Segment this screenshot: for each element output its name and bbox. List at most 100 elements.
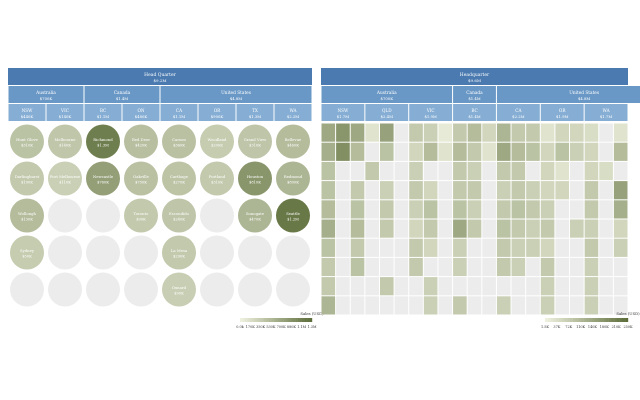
region-header: [453, 104, 496, 121]
legend-swatch: [594, 318, 598, 322]
region-name: WA: [603, 108, 611, 113]
empty-cell: [379, 296, 394, 315]
bubble-label: Escondido: [169, 211, 190, 216]
legend-tick: 530K: [266, 325, 275, 329]
heat-cell: [409, 200, 423, 219]
legend-tick: 72K: [565, 325, 572, 329]
empty-cell: [467, 277, 482, 296]
legend-swatch: [625, 318, 629, 322]
legend-swatch: [273, 318, 277, 322]
legend-swatch: [556, 318, 560, 322]
empty-cell: [336, 257, 350, 277]
legend-swatch: [564, 318, 568, 322]
empty-cell: [599, 181, 613, 200]
heat-cell: [526, 238, 540, 257]
region-header: [8, 104, 46, 121]
heat-cell: [584, 238, 599, 257]
heat-cell: [438, 142, 453, 161]
region-header: [496, 104, 540, 121]
heat-cell: [379, 219, 394, 238]
legend-swatch: [271, 318, 274, 322]
heat-cell: [467, 200, 482, 219]
legend-swatch: [244, 318, 248, 322]
empty-cell: [336, 238, 350, 257]
legend-swatch: [283, 318, 286, 322]
legend-swatch: [547, 318, 551, 322]
heat-cell: [511, 123, 526, 142]
heat-cell: [540, 142, 555, 161]
legend-swatch: [572, 318, 576, 322]
legend-swatch: [285, 318, 289, 322]
empty-cell: [613, 161, 628, 181]
bubble-value: $110K: [59, 181, 71, 185]
heat-cell: [584, 277, 599, 296]
empty-cell: [599, 238, 613, 257]
heat-cell: [453, 142, 467, 161]
heat-cell: [511, 200, 526, 219]
legend-swatch: [575, 318, 579, 322]
region-name: OR: [214, 108, 221, 113]
heat-cell: [584, 181, 599, 200]
empty-cell: [350, 277, 365, 296]
empty-cell: [409, 277, 423, 296]
bubble-label: Redmond: [284, 174, 303, 179]
bubble-label: Woodland: [207, 137, 227, 142]
legend-swatch: [249, 318, 253, 322]
region-value: $140K: [59, 114, 72, 119]
empty-cell: [365, 181, 379, 200]
bubble-value: $470K: [249, 218, 261, 222]
bubble-value: $310K: [249, 144, 261, 148]
bubble-label: Melbourne: [54, 137, 76, 142]
bubble-label: Toronto: [134, 211, 150, 216]
legend-swatch: [307, 318, 310, 322]
heat-cell: [584, 123, 599, 142]
heat-cell: [350, 123, 365, 142]
empty-cell: [482, 257, 496, 277]
legend-swatch: [622, 318, 626, 322]
legend-swatch: [603, 318, 607, 322]
empty-bubble: [124, 235, 158, 270]
heat-cell: [321, 123, 336, 142]
bubble: [10, 198, 44, 233]
bubble-value: $130K: [21, 218, 33, 222]
heat-cell: [423, 219, 438, 238]
heat-cell: [584, 142, 599, 161]
bubble-grid-chart: Head Quarter$9.2MAustralia$700KCanada$1.…: [8, 68, 324, 329]
legend-tick: 350K: [256, 325, 265, 329]
bubble-value: $290K: [173, 255, 185, 259]
heat-cell: [409, 123, 423, 142]
heat-cell: [540, 161, 555, 181]
empty-bubble: [200, 235, 234, 270]
bubble: [200, 124, 234, 159]
region-value: $1.9M: [556, 114, 568, 119]
heat-cell: [321, 296, 336, 315]
legend-swatch: [592, 318, 595, 322]
heat-cell: [321, 238, 336, 257]
heat-cell: [379, 200, 394, 219]
region-header: [198, 104, 236, 121]
empty-cell: [336, 296, 350, 315]
country-value: $700K: [381, 96, 394, 101]
empty-bubble: [86, 198, 120, 233]
bubble-value: $50K: [22, 255, 32, 259]
empty-cell: [613, 257, 628, 277]
legend-swatch: [614, 318, 618, 322]
bubble: [238, 124, 272, 159]
bubble-value: $1.3M: [97, 144, 109, 148]
bubble: [162, 124, 196, 159]
empty-bubble: [238, 272, 272, 307]
country-header: [453, 86, 496, 103]
legend-tick: 1.1M: [297, 325, 306, 329]
heat-cell: [453, 296, 467, 315]
bubble: [276, 198, 310, 233]
legend-swatch: [545, 318, 548, 322]
heat-cell: [453, 257, 467, 277]
bubble: [238, 161, 272, 196]
bubble-label: Darlinghurst: [15, 174, 40, 179]
heat-cell: [379, 181, 394, 200]
bubble: [200, 161, 234, 196]
legend-swatch: [261, 318, 265, 322]
empty-cell: [379, 161, 394, 181]
legend-swatch: [567, 318, 571, 322]
bubble-value: $750K: [135, 181, 147, 185]
